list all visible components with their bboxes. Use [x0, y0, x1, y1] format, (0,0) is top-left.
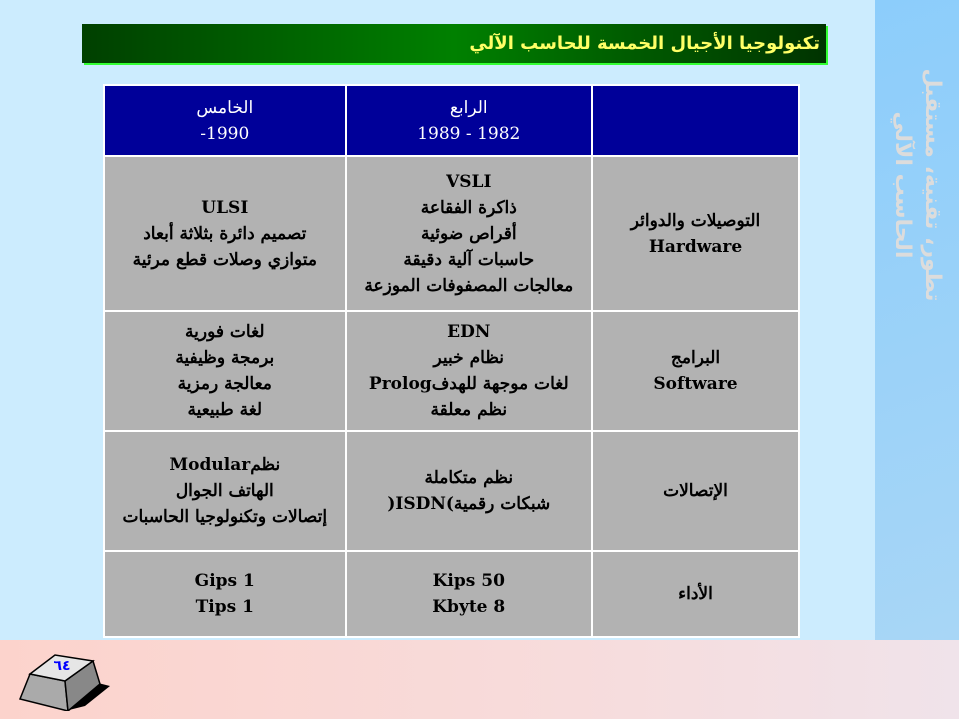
cell-line: تصميم دائرة بثلاثة أبعاد	[143, 223, 307, 244]
cell-line: معالجة رمزية	[177, 374, 272, 394]
header-years: 1982 - 1989	[417, 123, 521, 144]
cell-line: نظام خبير	[433, 348, 504, 368]
footer-background	[0, 640, 959, 719]
cell-line: نظمModular	[169, 455, 281, 475]
cell-label: البرامج Software	[591, 310, 800, 432]
cell-line: Hardware	[648, 236, 743, 257]
cell-label: الإتصالات	[591, 430, 800, 552]
cell-label: التوصيلات والدوائر Hardware	[591, 155, 800, 312]
side-panel-text: تطور، تقنية، مستقبل الحاسب الآلي	[887, 68, 947, 301]
cell-fifth: لغات فورية برمجة وظيفية معالجة رمزية لغة طب…	[103, 310, 347, 432]
side-panel: تطور، تقنية، مستقبل الحاسب الآلي	[875, 0, 959, 640]
cell-fourth: EDN نظام خبير لغات موجهة للهدفProlog نظم مع…	[344, 310, 594, 432]
side-line-1: تطور، تقنية، مستقبل	[920, 68, 945, 302]
cell-line: متوازي وصلات قطع مرئية	[132, 249, 317, 270]
cell-line: نظم متكاملة	[424, 468, 514, 488]
cell-line: الهاتف الجوال	[175, 481, 274, 501]
cell-line: إتصالات وتكنولوجيا الحاسبات	[122, 507, 328, 527]
cell-line: 50 Kips	[432, 571, 505, 591]
cell-line: الإتصالات	[663, 481, 728, 501]
header-name: الخامس	[196, 97, 254, 118]
generations-table: الرابع 1982 - 1989 الخامس 1990- التوصيلات …	[103, 84, 800, 638]
cell-line: لغة طبيعية	[187, 400, 263, 420]
cell-line: شبكات رقمية)ISDN(	[387, 494, 551, 514]
header-name: الرابع	[449, 97, 488, 118]
page-number-key-icon: ٦٤	[18, 654, 110, 711]
header-empty	[591, 84, 800, 157]
table-header-row: الرابع 1982 - 1989 الخامس 1990-	[103, 84, 800, 157]
cell-line: 1 Gips	[194, 571, 255, 591]
cell-line: ULSI	[201, 197, 249, 218]
cell-line: لغات موجهة للهدفProlog	[368, 374, 569, 394]
cell-line: أقراص ضوئية	[420, 223, 517, 244]
page-number: ٦٤	[53, 658, 70, 674]
header-fourth: الرابع 1982 - 1989	[344, 84, 594, 157]
table-row: الإتصالات نظم متكاملة شبكات رقمية)ISDN(نظم…	[103, 430, 800, 552]
cell-fifth: نظمModular الهاتف الجوال إتصالات وتكنولوجي…	[103, 430, 347, 552]
side-line-2: الحاسب الآلي	[890, 111, 915, 259]
cell-fourth: VSLI ذاكرة الفقاعة أقراص ضوئية حاسبات آلية …	[344, 155, 594, 312]
cell-line: برمجة وظيفية	[175, 348, 275, 368]
cell-line: الأداء	[678, 584, 713, 604]
cell-line: Software	[653, 374, 738, 394]
table-row: البرامج Software EDN نظام خبير لغات موجهة لل…	[103, 310, 800, 432]
table-row: الأداء 50 Kips 8 Kbyte 1 Gips 1 Tips	[103, 550, 800, 638]
cell-line: البرامج	[670, 348, 721, 368]
cell-line: EDN	[447, 322, 491, 342]
cell-line: VSLI	[446, 171, 492, 192]
cell-label: الأداء	[591, 550, 800, 638]
cell-fourth: 50 Kips 8 Kbyte	[344, 550, 594, 638]
cell-fourth: نظم متكاملة شبكات رقمية)ISDN(	[344, 430, 594, 552]
cell-line: ذاكرة الفقاعة	[420, 197, 517, 218]
cell-line: التوصيلات والدوائر	[630, 210, 761, 231]
cell-line: 1 Tips	[195, 597, 254, 617]
cell-fifth: 1 Gips 1 Tips	[103, 550, 347, 638]
slide-title: تكنولوجيا الأجيال الخمسة للحاسب الآلي	[82, 24, 826, 63]
cell-line: حاسبات آلية دقيقة	[403, 249, 535, 270]
cell-line: 8 Kbyte	[432, 597, 506, 617]
cell-line: لغات فورية	[185, 322, 265, 342]
header-years: 1990-	[200, 123, 250, 144]
header-fifth: الخامس 1990-	[103, 84, 347, 157]
cell-line: نظم معلقة	[430, 400, 508, 420]
cell-fifth: ULSI تصميم دائرة بثلاثة أبعاد متوازي وصلات…	[103, 155, 347, 312]
cell-line: معالجات المصفوفات الموزعة	[364, 275, 574, 296]
table-row: التوصيلات والدوائر Hardware VSLI ذاكرة الفق…	[103, 155, 800, 312]
